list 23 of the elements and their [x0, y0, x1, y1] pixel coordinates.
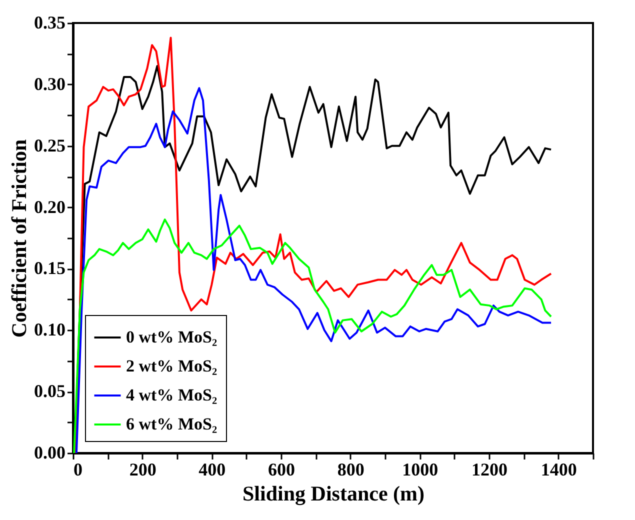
y-tick-label: 0.25	[34, 135, 66, 156]
x-tick-label: 1000	[402, 460, 438, 480]
line-series	[73, 218, 552, 454]
y-tick-label: 0.05	[34, 381, 66, 402]
x-tick-label: 800	[337, 460, 364, 480]
legend-label: 4 wt% MoS₂	[126, 386, 218, 404]
x-tick-label: 1200	[472, 460, 508, 480]
y-tick-label: 0.00	[34, 442, 66, 462]
y-axis-title: Coefficient of Friction	[7, 139, 31, 338]
y-tick-label: 0.10	[34, 320, 66, 340]
x-tick-label: 600	[268, 460, 295, 480]
y-tick-label: 0.30	[34, 74, 66, 94]
x-tick-label: 200	[129, 460, 156, 480]
legend-label: 6 wt% MoS₂	[126, 414, 218, 434]
x-tick-label: 0	[74, 460, 82, 480]
y-tick-label: 0.15	[34, 258, 66, 278]
x-tick-label: 400	[198, 460, 226, 480]
legend-label: 0 wt% MoS₂	[126, 328, 218, 346]
x-tick-label: 1400	[540, 460, 577, 480]
y-tick-label: 0.20	[34, 196, 66, 217]
y-tick-label: 0.35	[34, 12, 66, 32]
legend-label: 2 wt% MoS₂	[126, 356, 218, 376]
x-axis-title: Sliding Distance (m)	[242, 482, 425, 506]
